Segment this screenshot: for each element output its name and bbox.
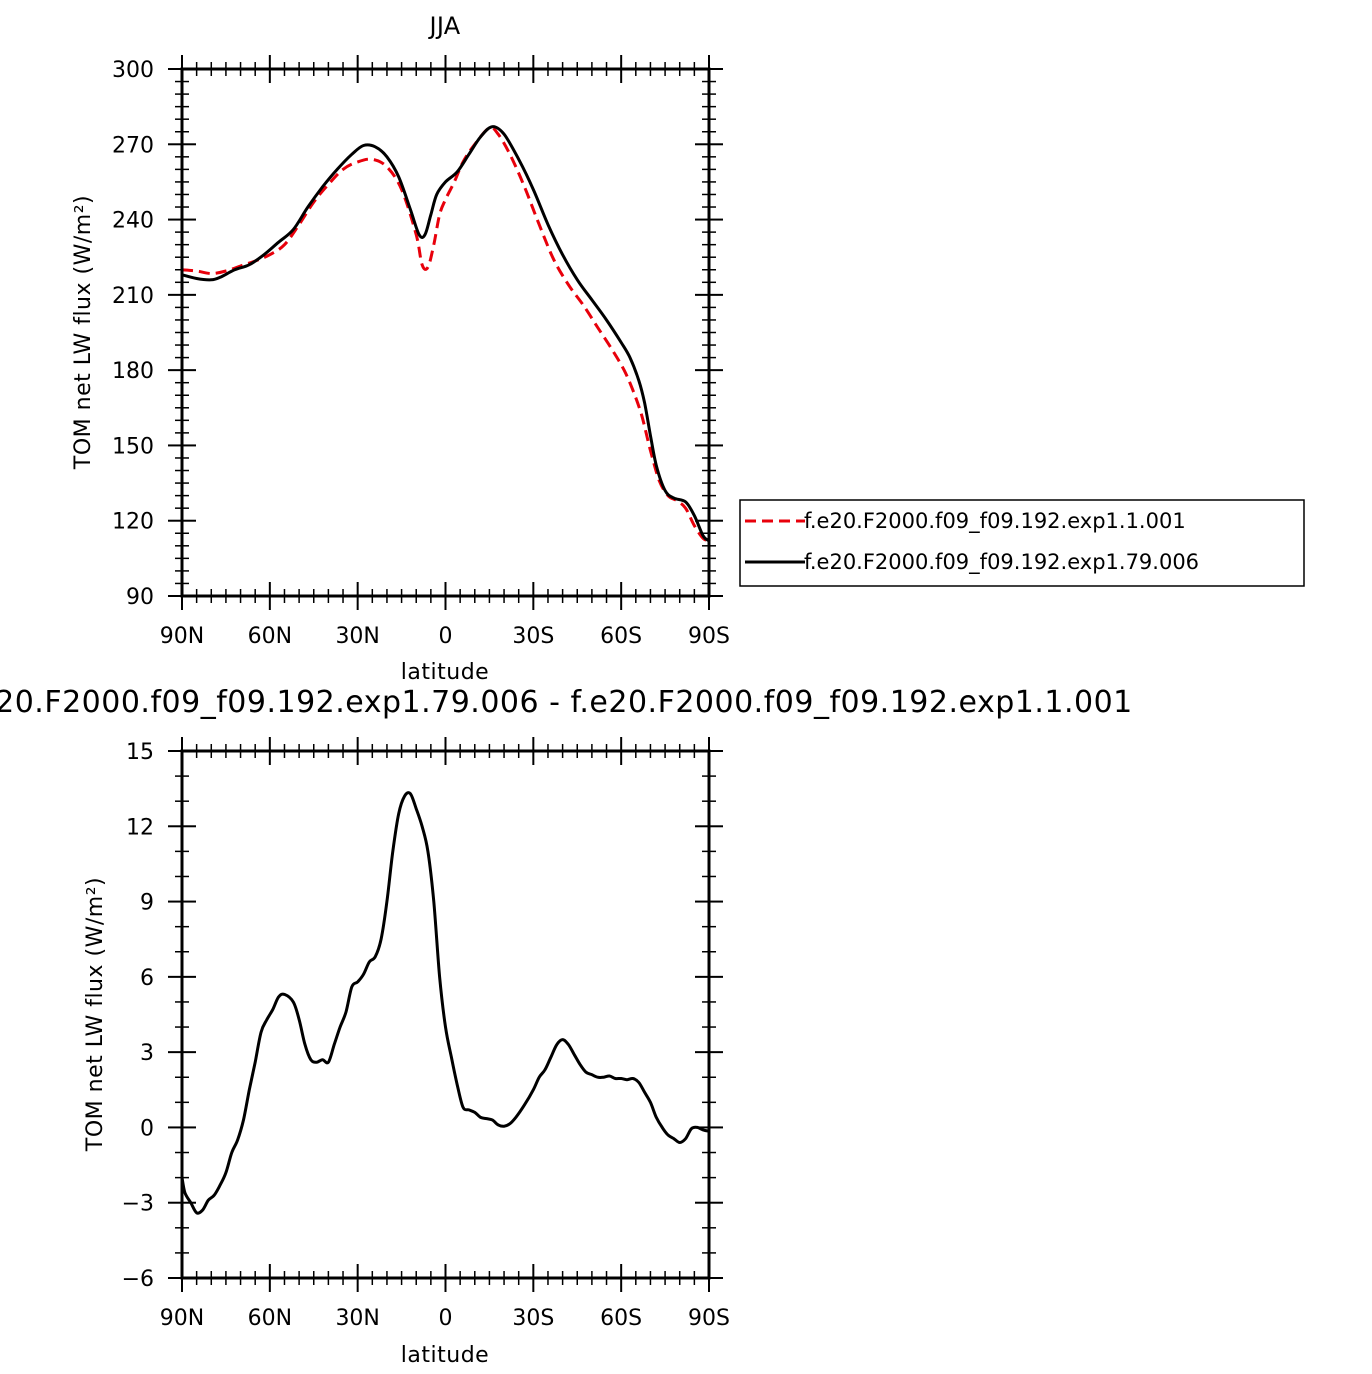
bottom-y-tick-label: −3 <box>122 1192 154 1217</box>
top-x-tick-label: 30S <box>512 624 554 649</box>
bottom-x-tick-label: 60S <box>600 1306 642 1331</box>
top-y-tick-label: 240 <box>112 209 154 234</box>
top-x-tick-label: 90N <box>160 624 204 649</box>
bottom-series-line-1 <box>180 791 711 1215</box>
top-plot-frame <box>180 67 711 598</box>
top-y-tick-label: 120 <box>112 510 154 535</box>
bottom-x-tick-labels: 90N 60N 30N 0 30S 60S 90S <box>160 1306 730 1331</box>
bottom-y-axis-label: TOM net LW flux (W/m²) <box>83 877 108 1152</box>
bottom-chart-title: f.e20.F2000.f09_f09.192.exp1.79.006 - f.… <box>0 685 1133 720</box>
top-series-line-1 <box>181 126 710 543</box>
top-x-tick-label: 60N <box>248 624 292 649</box>
top-series-group <box>180 125 711 543</box>
legend: f.e20.F2000.f09_f09.192.exp1.1.001 f.e20… <box>739 499 1305 587</box>
top-panel: JJA 90N 60N 30N 0 30S 60S 90S 90 120 150 180 210 24… <box>71 12 730 685</box>
legend-box <box>739 499 1305 587</box>
bottom-plot-frame <box>180 749 711 1280</box>
top-x-axis-label: latitude <box>401 660 489 685</box>
top-axis-ticks <box>168 55 723 610</box>
bottom-x-tick-label: 30S <box>512 1306 554 1331</box>
top-y-tick-label: 300 <box>112 58 154 83</box>
top-x-tick-label: 90S <box>688 624 730 649</box>
bottom-x-tick-label: 30N <box>335 1306 379 1331</box>
bottom-y-tick-label: 15 <box>126 740 154 765</box>
bottom-panel: f.e20.F2000.f09_f09.192.exp1.79.006 - f.… <box>0 685 1133 1368</box>
top-x-tick-labels: 90N 60N 30N 0 30S 60S 90S <box>160 624 730 649</box>
bottom-y-tick-labels: −6 −3 0 3 6 9 12 15 <box>122 740 154 1292</box>
top-y-tick-label: 150 <box>112 434 154 459</box>
top-series-line-2 <box>180 125 711 543</box>
bottom-x-axis-label: latitude <box>401 1343 489 1368</box>
bottom-x-tick-label: 90S <box>688 1306 730 1331</box>
bottom-series-group <box>180 791 711 1215</box>
bottom-axis-ticks <box>168 737 723 1292</box>
top-y-tick-label: 210 <box>112 284 154 309</box>
legend-label-exp1-79-006: f.e20.F2000.f09_f09.192.exp1.79.006 <box>804 550 1199 575</box>
bottom-y-tick-label: 12 <box>126 815 154 840</box>
bottom-y-tick-label: 6 <box>140 966 154 991</box>
top-x-tick-label: 30N <box>335 624 379 649</box>
top-y-tick-label: 90 <box>126 585 154 610</box>
bottom-y-tick-label: 3 <box>140 1041 154 1066</box>
top-y-tick-label: 270 <box>112 133 154 158</box>
bottom-y-tick-label: 9 <box>140 891 154 916</box>
bottom-x-tick-label: 0 <box>439 1306 453 1331</box>
top-y-tick-labels: 90 120 150 180 210 240 270 300 <box>112 58 154 610</box>
top-x-tick-label: 60S <box>600 624 642 649</box>
legend-label-exp1-1-001: f.e20.F2000.f09_f09.192.exp1.1.001 <box>804 509 1186 534</box>
top-y-axis-label: TOM net LW flux (W/m²) <box>71 195 96 470</box>
bottom-x-tick-label: 90N <box>160 1306 204 1331</box>
bottom-y-tick-label: −6 <box>122 1267 154 1292</box>
top-chart-title: JJA <box>427 12 460 40</box>
top-y-tick-label: 180 <box>112 359 154 384</box>
bottom-x-tick-label: 60N <box>248 1306 292 1331</box>
bottom-y-tick-label: 0 <box>140 1116 154 1141</box>
top-x-tick-label: 0 <box>439 624 453 649</box>
